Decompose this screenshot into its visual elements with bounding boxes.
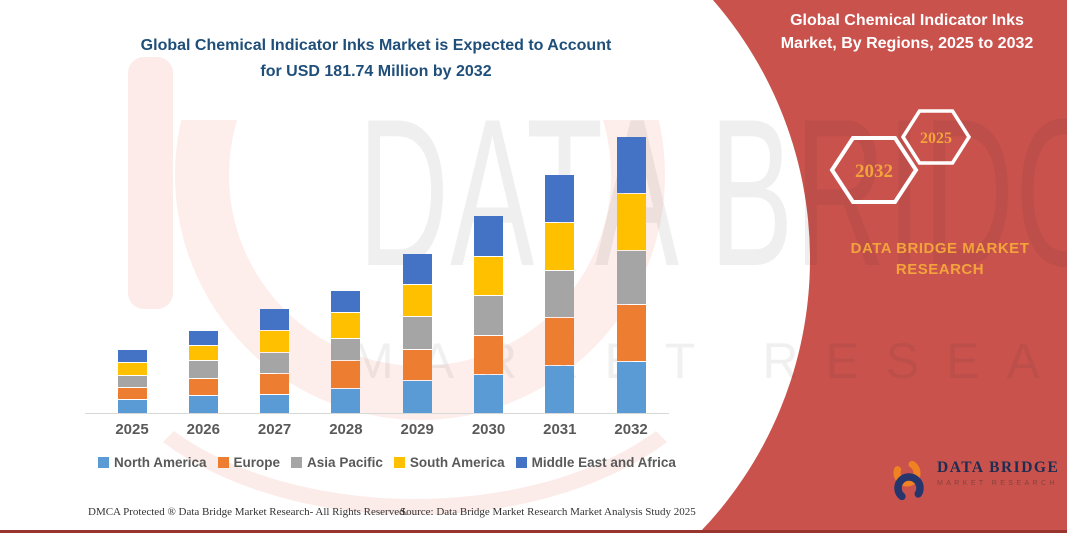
legend-item-north-america: North America	[98, 455, 207, 470]
logo-name: DATA BRIDGE	[937, 459, 1060, 476]
chart-title-line2: for USD 181.74 Million by 2032	[260, 63, 492, 80]
bar-segment-asia-pacific	[260, 353, 290, 373]
legend-item-asia-pacific: Asia Pacific	[291, 455, 383, 470]
bars-layer	[117, 137, 646, 413]
company-logo: DATA BRIDGE MARKET RESEARCH	[888, 459, 1059, 503]
year-hexagons: 2025 2032	[829, 109, 972, 204]
bar-segment-north-america	[402, 381, 432, 413]
hexagon-2032	[829, 136, 919, 204]
panel-brand-text: DATA BRIDGE MARKET RESEARCH	[790, 238, 1067, 280]
bar-segment-asia-pacific	[616, 251, 646, 304]
bar-segment-middle-east-and-africa	[260, 309, 290, 330]
bar-segment-north-america	[616, 362, 646, 413]
bar-2029	[402, 254, 432, 413]
bar-2031	[545, 175, 575, 413]
chart-legend: North America Europe Asia Pacific South Ame…	[98, 455, 676, 470]
bar-2026	[188, 331, 218, 413]
x-axis-label-2030: 2030	[471, 421, 506, 438]
bar-segment-south-america	[117, 363, 147, 375]
legend-swatch	[515, 457, 527, 468]
panel-brand-line2: RESEARCH	[895, 261, 985, 278]
bar-2025	[117, 350, 147, 413]
bar-segment-south-america	[331, 313, 361, 338]
hexagon-2032-label: 2032	[855, 161, 893, 182]
legend-label: Europe	[233, 455, 281, 470]
x-axis-label-2029: 2029	[400, 421, 434, 438]
bar-segment-middle-east-and-africa	[188, 331, 218, 345]
bar-segment-north-america	[331, 389, 361, 413]
legend-item-europe: Europe	[217, 455, 281, 470]
bar-segment-europe	[474, 336, 503, 374]
logo-b-icon	[893, 459, 924, 503]
bar-segment-europe	[260, 374, 290, 394]
bar-segment-middle-east-and-africa	[474, 216, 503, 256]
legend-label: Middle East and Africa	[531, 455, 676, 470]
hexagon-2025-label: 2025	[920, 130, 952, 147]
legend-label: Asia Pacific	[307, 455, 383, 470]
legend-item-middle-east-and-africa: Middle East and Africa	[515, 455, 676, 470]
bar-segment-north-america	[474, 375, 503, 413]
bar-segment-south-america	[402, 285, 432, 316]
legend-item-south-america: South America	[393, 455, 505, 470]
bar-2027	[260, 309, 290, 413]
chart-title: Global Chemical Indicator Inks Market is…	[88, 33, 664, 85]
x-axis-label-2032: 2032	[614, 421, 648, 438]
source-footer-text: Source: Data Bridge Market Research Mark…	[400, 506, 696, 518]
bar-segment-middle-east-and-africa	[545, 175, 575, 222]
bar-segment-south-america	[616, 194, 646, 250]
bar-segment-north-america	[188, 396, 218, 413]
bar-segment-asia-pacific	[474, 296, 503, 335]
bar-segment-north-america	[117, 400, 147, 413]
bar-segment-north-america	[260, 395, 290, 413]
bar-segment-asia-pacific	[331, 339, 361, 360]
x-axis-label-2027: 2027	[257, 421, 292, 438]
watermark-text-line2: MARKET RESEARCH	[352, 333, 1067, 389]
hexagon-2025	[900, 109, 972, 165]
bar-segment-south-america	[474, 257, 503, 295]
bottom-border-line	[0, 530, 1067, 533]
side-panel-heading: Global Chemical Indicator Inks Market, B…	[757, 9, 1057, 55]
side-panel-heading-line2: Market, By Regions, 2025 to 2032	[780, 35, 1034, 52]
bar-segment-europe	[188, 379, 218, 395]
x-axis-line	[85, 413, 669, 414]
bar-segment-asia-pacific	[117, 376, 147, 387]
panel-brand-line1: DATA BRIDGE MARKET	[850, 240, 1030, 257]
bar-segment-middle-east-and-africa	[331, 291, 361, 312]
bar-2032	[616, 137, 646, 413]
x-axis-label-2031: 2031	[543, 421, 577, 438]
x-axis-label-2025: 2025	[115, 421, 149, 438]
bar-segment-europe	[117, 388, 147, 399]
bar-segment-south-america	[260, 331, 290, 352]
bar-segment-europe	[616, 305, 646, 361]
legend-label: South America	[409, 455, 505, 470]
dmca-footer-text: DMCA Protected ® Data Bridge Market Rese…	[88, 506, 408, 518]
bar-2028	[331, 291, 361, 413]
legend-swatch	[98, 457, 109, 468]
bar-segment-asia-pacific	[545, 271, 575, 317]
bar-segment-middle-east-and-africa	[117, 350, 147, 362]
legend-swatch	[217, 457, 229, 468]
bar-segment-asia-pacific	[402, 317, 432, 349]
legend-swatch	[393, 457, 405, 468]
bar-segment-europe	[545, 318, 575, 365]
bar-2030	[474, 216, 503, 413]
bar-segment-south-america	[188, 346, 218, 360]
chart-title-line1: Global Chemical Indicator Inks Market is…	[140, 37, 612, 54]
x-axis-label-2026: 2026	[186, 421, 220, 438]
bar-segment-europe	[331, 361, 361, 388]
logo-text: DATA BRIDGE MARKET RESEARCH	[937, 459, 1059, 487]
bar-segment-north-america	[545, 366, 575, 413]
logo-tagline: MARKET RESEARCH	[937, 480, 1058, 487]
bar-segment-middle-east-and-africa	[402, 254, 432, 284]
legend-swatch	[291, 457, 303, 468]
legend-label: North America	[114, 455, 207, 470]
bar-segment-south-america	[545, 223, 575, 270]
bar-segment-middle-east-and-africa	[616, 137, 646, 193]
bar-segment-asia-pacific	[188, 361, 218, 378]
bar-segment-europe	[402, 350, 432, 380]
x-axis-label-2028: 2028	[329, 421, 363, 438]
side-panel-heading-line1: Global Chemical Indicator Inks	[790, 12, 1024, 29]
